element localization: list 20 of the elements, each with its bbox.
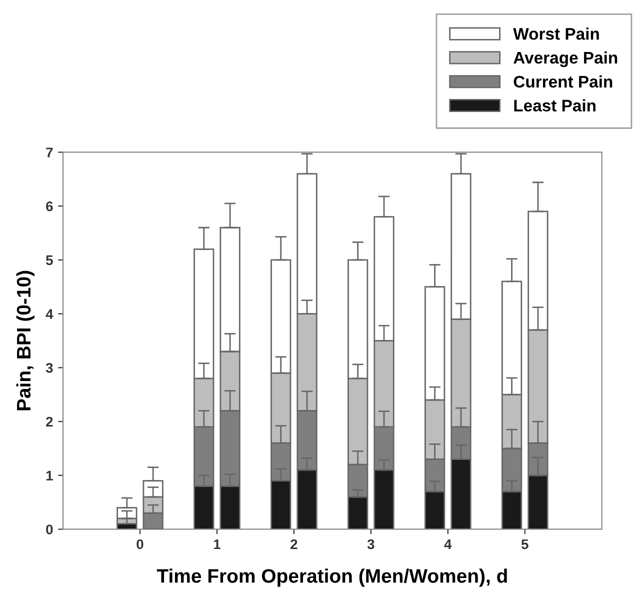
legend-label: Least Pain	[514, 99, 596, 112]
y-tick-label: 0	[46, 524, 53, 534]
x-tick-label: 1	[214, 539, 220, 550]
legend-label: Average Pain	[514, 51, 618, 68]
y-tick-label: 4	[46, 309, 54, 319]
y-axis-title: Pain, BPI (0-10)	[16, 270, 34, 410]
legend-label: Current Pain	[514, 75, 612, 88]
x-tick-label: 3	[367, 539, 374, 550]
y-tick-label: 6	[46, 201, 53, 212]
y-tick-label: 3	[46, 362, 53, 373]
x-tick-label: 2	[290, 539, 298, 550]
x-tick-label: 4	[444, 539, 452, 550]
legend-label: Worst Pain	[513, 28, 599, 40]
y-tick-label: 1	[46, 470, 53, 480]
x-axis-title: Time From Operation (Men/Women), d	[156, 568, 507, 587]
y-tick-label: 7	[46, 148, 53, 158]
x-tick-label: 0	[136, 539, 144, 550]
x-tick-label: 5	[521, 539, 528, 550]
y-tick-label: 5	[46, 255, 53, 266]
y-tick-label: 2	[46, 416, 53, 427]
